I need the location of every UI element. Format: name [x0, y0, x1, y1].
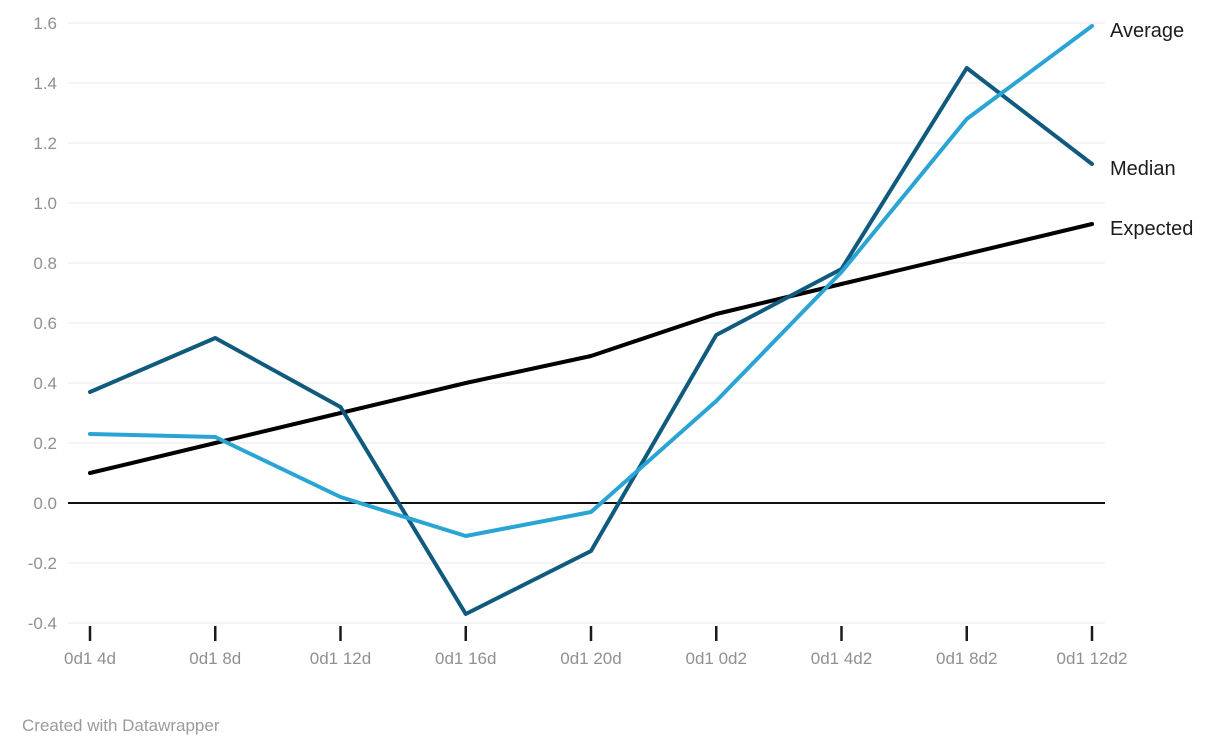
x-axis-tick-label: 0d1 8d: [189, 649, 241, 668]
legend-label-expected: Expected: [1110, 218, 1193, 240]
y-axis-tick-label: 1.6: [33, 14, 57, 33]
y-axis-tick-label: -0.2: [28, 554, 57, 573]
series-line-median: [88, 66, 1094, 616]
y-axis-tick-label: 0.8: [33, 254, 57, 273]
datawrapper-credit-link[interactable]: Created with Datawrapper: [22, 716, 220, 735]
x-axis-tick-label: 0d1 8d2: [936, 649, 997, 668]
y-axis-tick-label: 0.0: [33, 494, 57, 513]
y-axis-tick-label: -0.4: [28, 614, 57, 633]
series-line-average: [88, 24, 1094, 538]
y-axis-tick-label: 1.4: [33, 74, 57, 93]
legend-label-median: Median: [1110, 158, 1176, 180]
x-axis-tick-label: 0d1 20d: [560, 649, 621, 668]
y-axis-tick-label: 0.6: [33, 314, 57, 333]
x-axis-tick-label: 0d1 16d: [435, 649, 496, 668]
y-axis-tick-label: 1.0: [33, 194, 57, 213]
x-axis-tick-label: 0d1 4d: [64, 649, 116, 668]
legend-label-average: Average: [1110, 20, 1184, 42]
x-axis-tick-label: 0d1 4d2: [811, 649, 872, 668]
series-line-expected: [88, 222, 1094, 475]
x-axis-tick-label: 0d1 12d: [310, 649, 371, 668]
y-axis-tick-label: 0.4: [33, 374, 57, 393]
x-axis-tick-label: 0d1 0d2: [686, 649, 747, 668]
x-axis-tick-label: 0d1 12d2: [1057, 649, 1128, 668]
y-axis-tick-label: 0.2: [33, 434, 57, 453]
y-axis-tick-label: 1.2: [33, 134, 57, 153]
